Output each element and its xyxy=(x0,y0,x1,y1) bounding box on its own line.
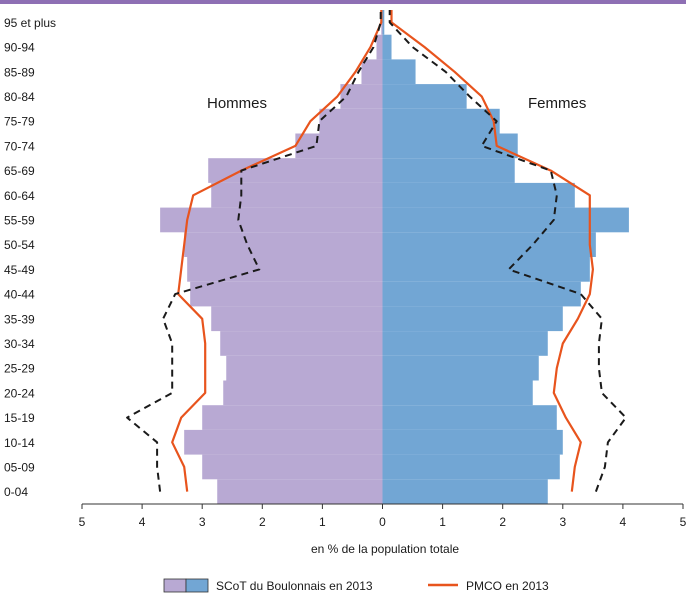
side-label-femmes: Femmes xyxy=(528,95,586,112)
pmco-line-hommes xyxy=(171,10,383,492)
bar-hommes-35-39 xyxy=(211,306,383,332)
bar-femmes-60-64 xyxy=(382,182,575,208)
legend-label-scot: SCoT du Boulonnais en 2013 xyxy=(216,579,373,593)
x-tick-label: 2 xyxy=(259,515,266,529)
y-tick-label: 90-94 xyxy=(4,41,35,55)
bar-femmes-65-69 xyxy=(382,158,515,183)
y-tick-label: 50-54 xyxy=(4,238,35,252)
x-tick-label: 3 xyxy=(559,515,566,529)
y-tick-label: 65-69 xyxy=(4,164,35,178)
y-tick-label: 30-34 xyxy=(4,337,35,351)
bar-hommes-55-59 xyxy=(160,207,383,233)
y-tick-label: 70-74 xyxy=(4,139,35,153)
bar-hommes-70-74 xyxy=(295,133,383,159)
dashed-line-femmes xyxy=(388,10,627,492)
y-tick-label: 60-64 xyxy=(4,189,35,203)
bar-femmes-95-et-plus xyxy=(382,10,385,35)
x-tick-label: 2 xyxy=(499,515,506,529)
bar-femmes-50-54 xyxy=(382,232,596,257)
bar-hommes-10-14 xyxy=(184,429,383,455)
y-tick-label: 95 et plus xyxy=(4,16,56,30)
y-tick-label: 10-14 xyxy=(4,436,35,450)
y-tick-label: 40-44 xyxy=(4,288,35,302)
bar-hommes-90-94 xyxy=(376,34,383,60)
x-tick-label: 1 xyxy=(319,515,326,529)
y-tick-label: 75-79 xyxy=(4,115,35,129)
y-tick-label: 20-24 xyxy=(4,386,35,400)
bar-femmes-85-89 xyxy=(382,59,416,85)
bar-femmes-15-19 xyxy=(382,405,557,430)
bar-femmes-0-04 xyxy=(382,479,548,504)
y-tick-label: 85-89 xyxy=(4,65,35,79)
y-tick-label: 15-19 xyxy=(4,411,35,425)
bar-hommes-65-69 xyxy=(208,158,383,183)
dashed-line-hommes xyxy=(126,10,382,492)
bar-femmes-10-14 xyxy=(382,429,563,455)
bar-femmes-75-79 xyxy=(382,108,500,134)
bar-hommes-75-79 xyxy=(319,108,383,134)
bar-femmes-25-29 xyxy=(382,355,539,381)
bar-hommes-80-84 xyxy=(340,84,383,109)
y-tick-label: 35-39 xyxy=(4,312,35,326)
legend-swatch-hommes xyxy=(163,578,187,593)
side-label-hommes: Hommes xyxy=(207,95,267,112)
y-tick-label: 0-04 xyxy=(4,485,28,499)
x-axis-title: en % de la population totale xyxy=(311,542,459,556)
legend-label-pmco: PMCO en 2013 xyxy=(466,579,549,593)
bar-hommes-40-44 xyxy=(190,281,383,307)
bar-hommes-20-24 xyxy=(223,380,383,406)
top-color-strip xyxy=(0,0,686,4)
y-tick-label: 55-59 xyxy=(4,213,35,227)
y-tick-label: 05-09 xyxy=(4,460,35,474)
bar-hommes-60-64 xyxy=(211,182,383,208)
y-tick-label: 45-49 xyxy=(4,263,35,277)
bar-hommes-25-29 xyxy=(226,355,383,381)
bar-femmes-05-09 xyxy=(382,454,560,480)
x-tick-label: 4 xyxy=(620,515,627,529)
x-tick-label: 4 xyxy=(139,515,146,529)
x-tick-label: 5 xyxy=(79,515,86,529)
x-tick-label: 5 xyxy=(680,515,686,529)
bar-femmes-55-59 xyxy=(382,207,629,233)
bar-hommes-0-04 xyxy=(217,479,383,504)
bar-femmes-40-44 xyxy=(382,281,581,307)
bar-hommes-50-54 xyxy=(184,232,383,257)
bar-femmes-20-24 xyxy=(382,380,533,406)
bar-hommes-30-34 xyxy=(220,331,383,356)
bar-femmes-45-49 xyxy=(382,257,590,282)
bar-femmes-35-39 xyxy=(382,306,563,332)
bar-hommes-85-89 xyxy=(361,59,383,85)
pmco-line-femmes xyxy=(390,10,594,492)
bar-femmes-90-94 xyxy=(382,34,392,60)
y-tick-label: 80-84 xyxy=(4,90,35,104)
x-tick-label: 3 xyxy=(199,515,206,529)
legend-swatch-femmes xyxy=(185,578,209,593)
bar-hommes-15-19 xyxy=(202,405,383,430)
y-tick-label: 25-29 xyxy=(4,362,35,376)
x-tick-label: 1 xyxy=(439,515,446,529)
bar-femmes-80-84 xyxy=(382,84,467,109)
bar-hommes-05-09 xyxy=(202,454,383,480)
bar-hommes-45-49 xyxy=(187,257,383,282)
bar-femmes-30-34 xyxy=(382,331,548,356)
x-tick-label: 0 xyxy=(379,515,386,529)
